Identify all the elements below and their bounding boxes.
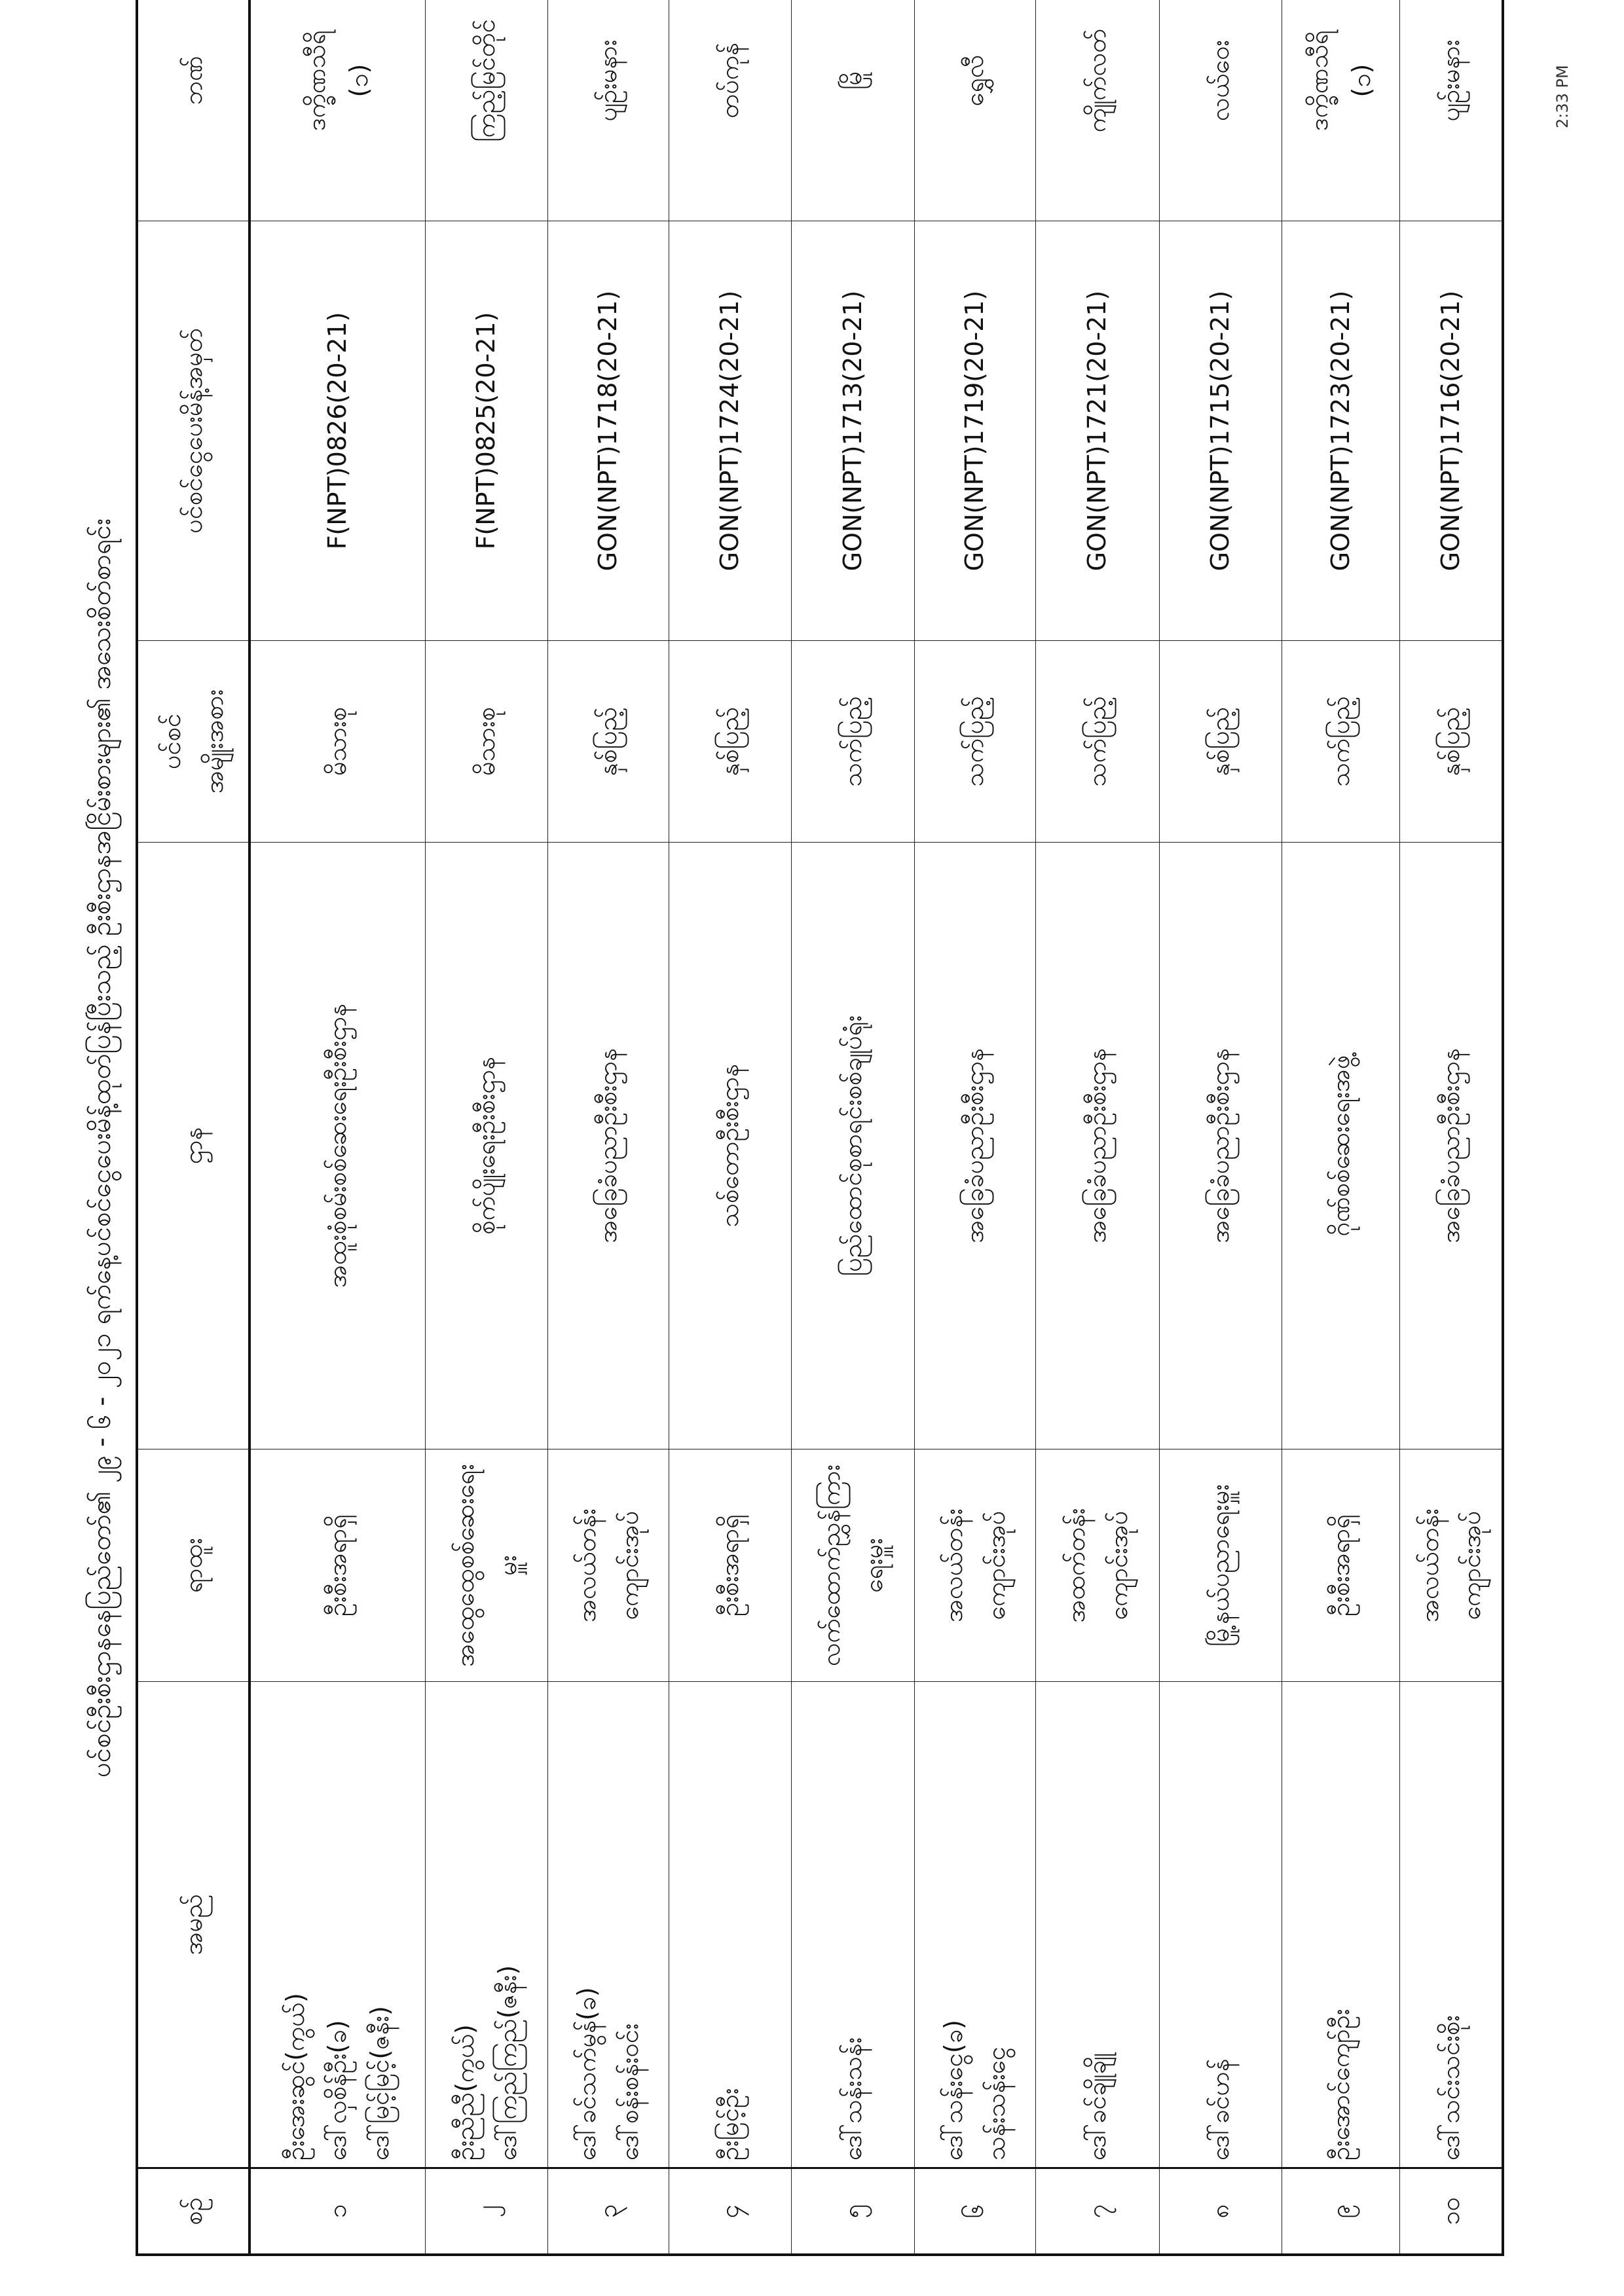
cell-pension-id: F(NPT)0826(20-21) — [249, 221, 425, 641]
header-department: ဌာန — [137, 842, 249, 1449]
cell-pension-id: GON(NPT)1713(20-21) — [791, 221, 914, 641]
cell-no: ၄ — [669, 2168, 791, 2255]
table-row: ၇ဒေါ်ခင်ချိုချို အထက်တန်း ကျောင်းအုပ် အခြေ… — [1035, 0, 1159, 2255]
cell-pension-id: GON(NPT)1719(20-21) — [914, 221, 1035, 641]
cell-name: ဒေါ်ခင်သက်မွန်(ခ) ဒေါ်စန်းစန်းဝင်း — [547, 1681, 669, 2168]
cell-pension-id: F(NPT)0825(20-21) — [425, 221, 547, 641]
table-row: ၁ဦးအေးဆွင်(ကွယ်) ဒေါ်လှစိန်ဦး(ခ) ဒေါ်မြင… — [249, 0, 425, 2255]
header-no: စဉ် — [137, 2168, 249, 2255]
cell-position: ဦးစီးအရာရှိ — [669, 1449, 791, 1682]
header-pension-id: ပင်စင်ငွေပေးမိန့်အမှတ် — [137, 221, 249, 641]
cell-position: အလယ်တန်း ကျောင်းအုပ် — [1399, 1449, 1503, 1682]
cell-department: အခြေခံပညာဦးစီးဌာန — [547, 842, 669, 1449]
cell-pension-type: မိသားစု — [249, 640, 425, 843]
cell-department: စိုက်ပျိုးရေးဦးစီးဌာန — [425, 842, 547, 1449]
cell-name: ဒေါ်သင်းသင်းစိုး — [1399, 1681, 1503, 2168]
table-row: ၂ဦးညီညီ(ကွယ်) ဒေါ်ကြည်ကြည်(ဇနီး) အထွေထွေစ… — [425, 0, 547, 2255]
cell-no: ၈ — [1159, 2168, 1282, 2255]
cell-position: ဦးစီးအရာရှိ — [1282, 1449, 1399, 1682]
cell-position: မြို့နယ်ပညာရေးမှူး — [1159, 1449, 1282, 1682]
cell-bank: ပျဉ်းမနား — [1399, 0, 1503, 221]
cell-no: ၃ — [547, 2168, 669, 2255]
cell-pension-type: သက်ပြည့် — [914, 640, 1035, 843]
table-row: ၆ဒေါ်သန်းငွေ(ခ) သန်းသန်းငွေ အလယ်တန်း ကျော… — [914, 0, 1035, 2255]
cell-name: ဒေါ်သန်းသန်း — [791, 1681, 914, 2168]
cell-no: ၁ — [249, 2168, 425, 2255]
cell-pension-type: နှစ်ပြည့် — [1399, 640, 1503, 843]
cell-pension-id: GON(NPT)1724(20-21) — [669, 221, 791, 641]
cell-pension-id: GON(NPT)1715(20-21) — [1159, 221, 1282, 641]
cell-position: လက်ထောက်ညွှန်ကြားရေးမှူး — [791, 1449, 914, 1682]
cell-pension-id: GON(NPT)1718(20-21) — [547, 221, 669, 641]
cell-pension-type: နှစ်ပြည့် — [1159, 640, 1282, 843]
pension-list-document: ပင်စင်ဦးစီးဌာနနေပြည်တော်၏ ၂၉ - ၆ - ၂၀၂၁ … — [86, 0, 1572, 2256]
table-row: ၅ဒေါ်သန်းသန်း လက်ထောက်ညွှန်ကြားရေးမှူး ပြည… — [791, 0, 914, 2255]
cell-name: ဒေါ်ခင်ဟန် — [1159, 1681, 1282, 2168]
cell-department: အထူးစုံစမ်းစစ်ဆေးရေးဦးစီးဌာန — [249, 842, 425, 1449]
header-name: အမည် — [137, 1681, 249, 2168]
cell-name: ဦးမြင့်ဦး — [669, 1681, 791, 2168]
cell-pension-type: နှစ်ပြည့် — [547, 640, 669, 843]
cell-pension-id: GON(NPT)1716(20-21) — [1399, 221, 1503, 641]
cell-name: ဦးအောင်ကျော်ဦး — [1282, 1681, 1399, 2168]
cell-name: ဦးအေးဆွင်(ကွယ်) ဒေါ်လှစိန်ဦး(ခ) ဒေါ်မြင့… — [249, 1681, 425, 2168]
cell-name: ဒေါ်သန်းငွေ(ခ) သန်းသန်းငွေ — [914, 1681, 1035, 2168]
timestamp: 2:33 PM — [1553, 65, 1572, 128]
cell-bank: တပ်ကုန် — [669, 0, 791, 221]
cell-department: သစ်တောဦးစီးဌာန — [669, 842, 791, 1449]
header-bank: ဘဏ် — [137, 0, 249, 221]
cell-position: ဦးစီးအရာရှိ — [249, 1449, 425, 1682]
cell-pension-type: သက်ပြည့် — [1035, 640, 1159, 843]
cell-no: ၆ — [914, 2168, 1035, 2255]
cell-name: ဦးညီညီ(ကွယ်) ဒေါ်ကြည်ကြည်(ဇနီး) — [425, 1681, 547, 2168]
cell-pension-id: GON(NPT)1721(20-21) — [1035, 221, 1159, 641]
cell-department: အခြေခံပညာဦးစီးဌာန — [914, 842, 1035, 1449]
cell-bank: ပျဉ်းမနား — [547, 0, 669, 221]
cell-department: ပြည်ထောင်စုစာရင်းစစ်ချုပ်ရုံး — [791, 842, 914, 1449]
cell-no: ၅ — [791, 2168, 914, 2255]
cell-position: အထက်တန်း ကျောင်းအုပ် — [1035, 1449, 1159, 1682]
cell-department: အခြေခံပညာဦးစီးဌာန — [1159, 842, 1282, 1449]
header-pension-type: ပင်စင် အမျိုးအစား — [137, 640, 249, 843]
cell-name: ဒေါ်ခင်ချိုချို — [1035, 1681, 1159, 2168]
document-title: ပင်စင်ဦးစီးဌာနနေပြည်တော်၏ ၂၉ - ၆ - ၂၀၂၁ … — [86, 518, 117, 1778]
cell-department: ဂိုဏ်စစ်ဆေးရေးအဖွဲ့ — [1282, 842, 1399, 1449]
cell-bank: ကျိုက်လတ် — [1035, 0, 1159, 221]
cell-bank: မြို — [791, 0, 914, 221]
cell-bank: ရွှေလီ — [914, 0, 1035, 221]
pensioner-table: စဉ် အမည် ရာထူး ဌာန ပင်စင် အမျိုးအစား ပင်… — [136, 0, 1504, 2256]
cell-position: အလယ်တန်း ကျောင်းအုပ် — [914, 1449, 1035, 1682]
cell-pension-id: GON(NPT)1723(20-21) — [1282, 221, 1399, 641]
cell-bank: လယ်ဝေး — [1159, 0, 1282, 221]
cell-no: ၇ — [1035, 2168, 1159, 2255]
cell-bank: ကြည့်မြင်တိုင် — [425, 0, 547, 221]
cell-bank: ဒက္ခိဏသီရိ (၁) — [1282, 0, 1399, 221]
cell-position: အလယ်တန်း ကျောင်းအုပ် — [547, 1449, 669, 1682]
cell-position: အထွေထွေစစ်ဆေးရေးမှူး — [425, 1449, 547, 1682]
cell-pension-type: သက်ပြည့် — [791, 640, 914, 843]
cell-department: အခြေခံပညာဦးစီးဌာန — [1399, 842, 1503, 1449]
header-position: ရာထူး — [137, 1449, 249, 1682]
table-row: ၉ဦးအောင်ကျော်ဦး ဦးစီးအရာရှိ ဂိုဏ်စစ်ဆေးရေး… — [1282, 0, 1399, 2255]
table-row: ၁၀ ဒေါ်သင်းသင်းစိုး အလယ်တန်း ကျောင်းအုပ် အခ… — [1399, 0, 1503, 2255]
cell-pension-type: သက်ပြည့် — [1282, 640, 1399, 843]
table-header-row: စဉ် အမည် ရာထူး ဌာန ပင်စင် အမျိုးအစား ပင်… — [137, 0, 249, 2255]
cell-bank: ဒက္ခိဏသီရိ (၁) — [249, 0, 425, 221]
cell-pension-type: နှစ်ပြည့် — [669, 640, 791, 843]
cell-pension-type: မိသားစု — [425, 640, 547, 843]
table-row: ၄ဦးမြင့်ဦး ဦးစီးအရာရှိ သစ်တောဦးစီးဌာန နှစ်ပ… — [669, 0, 791, 2255]
cell-no: ၉ — [1282, 2168, 1399, 2255]
table-row: ၃ဒေါ်ခင်သက်မွန်(ခ) ဒေါ်စန်းစန်းဝင်း အလယ်တ… — [547, 0, 669, 2255]
cell-department: အခြေခံပညာဦးစီးဌာန — [1035, 842, 1159, 1449]
table-row: ၈ဒေါ်ခင်ဟန် မြို့နယ်ပညာရေးမှူး အခြေခံပညာဦး… — [1159, 0, 1282, 2255]
cell-no: ၁၀ — [1399, 2168, 1503, 2255]
cell-no: ၂ — [425, 2168, 547, 2255]
